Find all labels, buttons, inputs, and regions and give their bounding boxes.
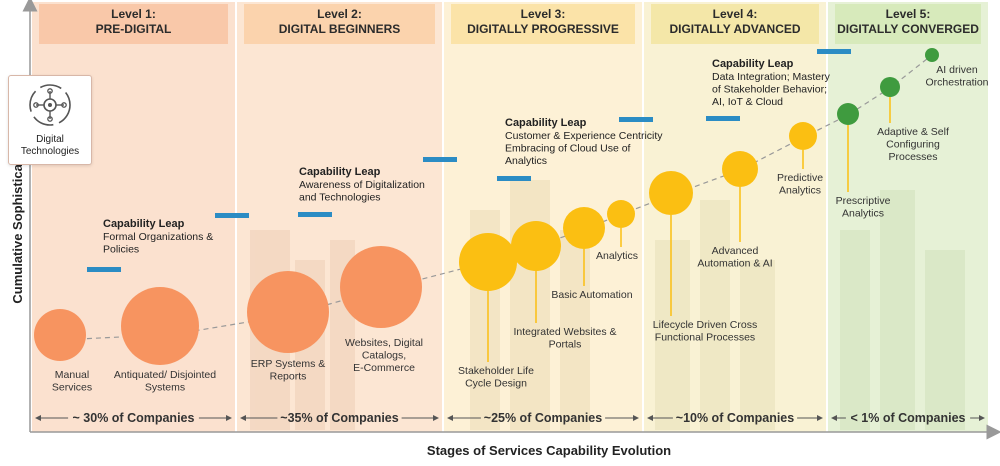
level-number: Level 2: — [317, 7, 362, 21]
capability-bubble — [34, 309, 86, 361]
level-header-1 — [39, 4, 228, 44]
capability-bubble — [722, 151, 758, 187]
company-share-label: ~25% of Companies — [484, 411, 602, 425]
capability-bubble — [247, 271, 329, 353]
capability-label: Basic Automation — [551, 289, 632, 301]
level-band-5 — [828, 2, 988, 432]
capability-label: Manual Services — [52, 369, 92, 394]
level-number: Level 4: — [713, 7, 758, 21]
capability-bubble — [511, 221, 561, 271]
level-name: DIGITALLY PROGRESSIVE — [467, 22, 619, 36]
capability-leap-description: Awareness of Digitalization and Technolog… — [299, 179, 425, 204]
capability-leap-description: Formal Organizations & Policies — [103, 231, 213, 256]
capability-label: Prescriptive Analytics — [836, 195, 891, 220]
capability-bubble — [837, 103, 859, 125]
capability-label: Predictive Analytics — [777, 172, 823, 197]
level-name: PRE-DIGITAL — [96, 22, 172, 36]
capability-step-marker — [706, 116, 740, 121]
digital-technologies-label: Digital Technologies — [20, 134, 80, 157]
capability-leap-description: Customer & Experience Centricity Embracin… — [505, 130, 663, 167]
capability-label: Integrated Websites & Portals — [513, 326, 616, 351]
capability-leap-title: Capability Leap — [299, 166, 381, 178]
capability-label: Lifecycle Driven Cross Functional Process… — [653, 319, 757, 344]
capability-leap-description: Data Integration; Mastery of Stakeholder … — [712, 71, 831, 108]
x-axis-label: Stages of Services Capability Evolution — [427, 443, 671, 458]
capability-label: Antiquated/ Disjointed Systems — [114, 369, 216, 394]
capability-step-marker — [817, 49, 851, 54]
digital-technologies-icon — [29, 84, 71, 126]
capability-leap-title: Capability Leap — [103, 218, 185, 230]
capability-bubble — [649, 171, 693, 215]
company-share-label: ~35% of Companies — [280, 411, 398, 425]
capability-leap-title: Capability Leap — [505, 117, 587, 129]
level-number: Level 1: — [111, 7, 156, 21]
capability-bubble — [607, 200, 635, 228]
level-band-4 — [644, 2, 826, 432]
level-header-2 — [244, 4, 435, 44]
capability-step-marker — [215, 213, 249, 218]
capability-bubble — [880, 77, 900, 97]
level-band-1 — [32, 2, 235, 432]
capability-step-marker — [423, 157, 457, 162]
capability-label: AI driven Orchestration — [925, 64, 988, 89]
level-number: Level 3: — [521, 7, 566, 21]
y-axis-label: Cumulative Sophistication — [10, 140, 25, 303]
capability-bubble — [121, 287, 199, 365]
capability-label: Stakeholder Life Cycle Design — [458, 365, 534, 390]
capability-leap-title: Capability Leap — [712, 58, 794, 70]
level-number: Level 5: — [886, 7, 931, 21]
capability-bubble — [563, 207, 605, 249]
capability-step-marker — [298, 212, 332, 217]
digital-technologies-card: Digital Technologies — [8, 75, 92, 165]
capability-bubble — [459, 233, 517, 291]
capability-label: Advanced Automation & AI — [697, 245, 772, 270]
capability-label: Adaptive & Self Configuring Processes — [877, 126, 949, 163]
capability-label: Websites, Digital Catalogs, E-Commerce — [345, 337, 423, 374]
level-header-5 — [835, 4, 981, 44]
capability-label: Analytics — [596, 250, 638, 262]
level-header-4 — [651, 4, 819, 44]
company-share-label: < 1% of Companies — [851, 411, 966, 425]
capability-step-marker — [497, 176, 531, 181]
company-share-label: ~ 30% of Companies — [73, 411, 195, 425]
company-share-label: ~10% of Companies — [676, 411, 794, 425]
level-band-2 — [237, 2, 442, 432]
level-name: DIGITALLY CONVERGED — [837, 22, 979, 36]
capability-bubble — [340, 246, 422, 328]
level-header-3 — [451, 4, 635, 44]
capability-step-marker — [87, 267, 121, 272]
capability-bubble — [789, 122, 817, 150]
capability-label: ERP Systems & Reports — [251, 358, 326, 383]
capability-step-marker — [619, 117, 653, 122]
level-name: DIGITAL BEGINNERS — [279, 22, 401, 36]
level-name: DIGITALLY ADVANCED — [669, 22, 800, 36]
capability-bubble — [925, 48, 939, 62]
